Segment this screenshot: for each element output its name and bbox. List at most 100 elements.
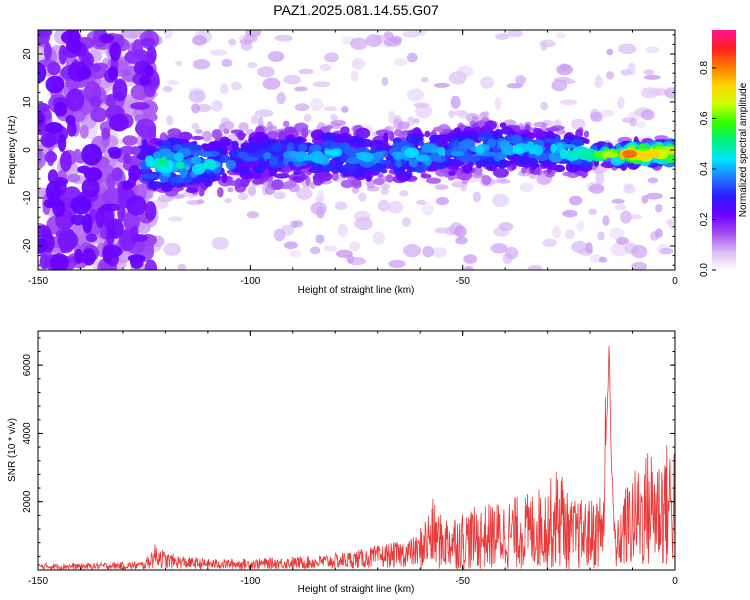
spectrogram-cell	[355, 127, 371, 139]
spectrogram-cell	[377, 173, 384, 178]
snr-series-line	[38, 346, 675, 570]
spectrogram-cell	[146, 46, 157, 65]
spectrogram-cell	[576, 220, 585, 232]
spectrogram-cell	[81, 177, 100, 198]
spectrogram-cell	[310, 129, 325, 140]
spectrogram-cell	[137, 144, 153, 150]
spectrogram-cell	[228, 38, 237, 46]
spectrogram-cell	[450, 151, 465, 157]
spectrogram-cell	[163, 30, 173, 39]
spectrogram-cell	[545, 127, 560, 132]
spectrogram-cell	[645, 192, 663, 200]
spectrogram-cell	[559, 99, 578, 106]
spectrogram-cell	[590, 111, 603, 123]
spectrogram-cell	[45, 199, 63, 208]
spectrogram-cell	[351, 136, 365, 145]
colorbar-tick-label: 0.0	[699, 263, 710, 277]
spectrogram-cell	[289, 250, 302, 258]
spectrogram-cell	[274, 34, 293, 42]
spectrogram-cell	[665, 218, 675, 226]
spectrogram-cell	[95, 207, 105, 229]
spectrogram-cell	[141, 173, 158, 179]
spectrogram-cell	[404, 147, 420, 158]
spectrogram-cell	[643, 74, 661, 80]
spectrogram-cell	[448, 110, 455, 119]
spectrogram-cell	[324, 150, 338, 156]
spectrogram-cell	[555, 31, 566, 39]
spectrogram-cell	[434, 184, 449, 190]
spectrogram-cell	[383, 132, 389, 143]
spectrogram-cell	[370, 165, 385, 173]
spectrogram-cell	[528, 148, 536, 155]
snr-y-tick-label: 6000	[22, 354, 33, 377]
spectrogram-cell	[602, 215, 610, 227]
spectrogram-cell	[664, 87, 675, 99]
spectrogram-cell	[466, 155, 481, 163]
spectrogram-cell	[668, 147, 675, 155]
colorbar-tick-label: 0.8	[699, 61, 710, 75]
spectrogram-cell	[123, 153, 132, 164]
spectrogram-cell	[349, 241, 361, 252]
spectrogram-cell	[237, 192, 249, 201]
spectrogram-x-tick-label: -50	[455, 276, 470, 287]
spectrogram-cell	[283, 155, 289, 166]
spectrogram-cell	[268, 125, 278, 132]
spectrogram-cell	[617, 96, 625, 110]
spectrogram-cell	[467, 161, 474, 169]
spectrogram-cell	[431, 247, 447, 258]
spectrogram-cell	[659, 247, 674, 255]
spectrogram-cell	[415, 155, 430, 162]
spectrogram-cell	[273, 228, 286, 242]
spectrogram-cell	[645, 46, 660, 54]
spectrogram-cell	[105, 93, 117, 107]
spectrogram-cell	[57, 230, 79, 250]
spectrogram-cell	[319, 63, 332, 72]
spectrogram-cell	[397, 121, 410, 130]
spectrogram-cell	[405, 133, 422, 144]
spectrogram-cell	[191, 103, 201, 114]
spectrogram-cell	[422, 245, 435, 258]
spectrogram-y-tick-label: 20	[22, 48, 33, 60]
spectrogram-cell	[614, 204, 627, 211]
spectrogram-cell	[284, 180, 297, 188]
spectrogram-cell	[49, 253, 70, 270]
spectrogram-cell	[454, 225, 467, 238]
spectrogram-cell	[323, 106, 338, 112]
spectrogram-cell	[175, 61, 183, 66]
spectrogram-cell	[108, 149, 122, 159]
spectrogram-cell	[542, 238, 557, 248]
spectrogram-cell	[282, 120, 290, 128]
spectrogram-cell	[448, 71, 467, 85]
spectrogram-cell	[81, 143, 102, 166]
spectrogram-cell	[244, 156, 259, 162]
spectrogram-cell	[54, 101, 68, 117]
spectrogram-cell	[266, 130, 279, 139]
spectrogram-cell	[126, 195, 147, 216]
spectrogram-cell	[238, 122, 249, 131]
spectrogram-y-tick-label: -10	[22, 190, 33, 205]
spectrogram-cell	[373, 178, 385, 186]
snr-y-tick-label: 4000	[22, 422, 33, 445]
spectrogram-cell	[508, 138, 519, 144]
spectrogram-cell	[284, 241, 298, 250]
spectrogram-cell	[597, 231, 605, 241]
spectrogram-cell	[447, 170, 456, 176]
spectrogram-cell	[218, 123, 226, 133]
spectrogram-cell	[82, 213, 93, 234]
spectrogram-cell	[298, 143, 308, 152]
spectrogram-cell	[209, 49, 228, 56]
spectrogram-cell	[418, 140, 425, 147]
spectrogram-cell	[623, 184, 636, 194]
spectrogram-cell	[331, 171, 339, 181]
spectrogram-cell	[316, 206, 325, 219]
spectrogram-cell	[200, 151, 213, 158]
spectrogram-cell	[271, 179, 284, 190]
spectrogram-cell	[490, 243, 508, 254]
spectrogram-cell	[598, 256, 608, 263]
colorbar-tick-label: 0.6	[699, 111, 710, 125]
spectrogram-cell	[421, 202, 434, 216]
spectrogram-cell	[498, 222, 514, 232]
spectrogram-cell	[303, 113, 312, 122]
colorbar-tick-label: 0.2	[699, 212, 710, 226]
spectrogram-cell	[120, 30, 142, 39]
